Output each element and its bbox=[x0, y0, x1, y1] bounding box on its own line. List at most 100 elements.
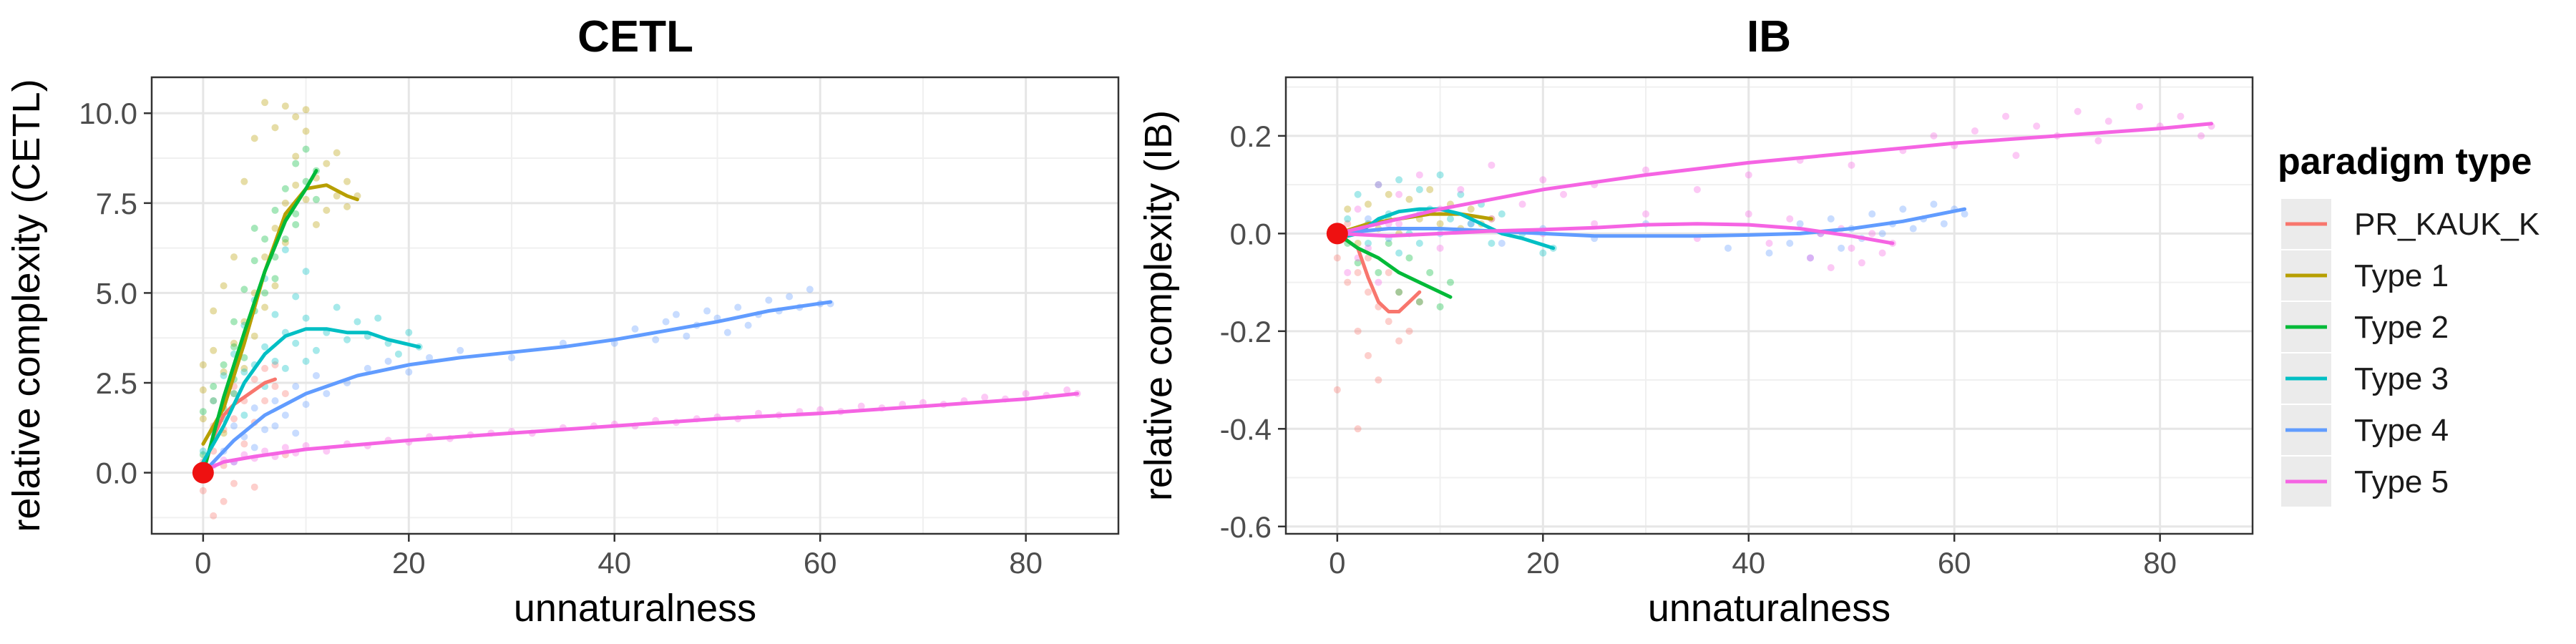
data-point bbox=[302, 401, 310, 409]
legend-entry: Type 3 bbox=[2281, 353, 2449, 404]
data-point bbox=[1344, 278, 1352, 286]
x-tick-label: 0 bbox=[1329, 546, 1345, 580]
data-point bbox=[312, 220, 320, 228]
x-tick-label: 60 bbox=[1938, 546, 1971, 580]
data-point bbox=[1724, 244, 1732, 252]
smooth-line bbox=[201, 327, 421, 464]
legend-label: Type 3 bbox=[2354, 361, 2449, 396]
data-point bbox=[292, 383, 300, 391]
data-point bbox=[1415, 298, 1423, 306]
smooth-line bbox=[201, 391, 1079, 473]
data-point bbox=[220, 497, 228, 505]
data-point bbox=[1436, 220, 1444, 228]
data-point bbox=[261, 99, 269, 107]
data-point bbox=[1436, 171, 1444, 179]
data-point bbox=[1858, 259, 1865, 267]
data-point bbox=[302, 145, 310, 153]
data-point bbox=[230, 479, 238, 487]
legend-label: Type 5 bbox=[2354, 464, 2449, 499]
data-point bbox=[1765, 240, 1773, 247]
data-point bbox=[292, 339, 300, 347]
data-point bbox=[1745, 210, 1752, 218]
data-point bbox=[1364, 240, 1372, 247]
data-point bbox=[302, 195, 310, 203]
data-point bbox=[220, 282, 228, 290]
data-point bbox=[302, 127, 310, 135]
data-point bbox=[1395, 288, 1403, 296]
data-point bbox=[1971, 127, 1979, 135]
data-point bbox=[271, 357, 279, 365]
panel-ib: 0 20 40 60 80 -0.6 -0.4 -0.2 0.0 0.2 IB unnaturalne… bbox=[1137, 12, 2254, 630]
data-point bbox=[744, 321, 752, 329]
data-point bbox=[2135, 102, 2143, 110]
data-point bbox=[1385, 318, 1392, 326]
data-point bbox=[1796, 220, 1804, 228]
data-point bbox=[1868, 210, 1876, 218]
data-point bbox=[199, 487, 207, 494]
data-point bbox=[1457, 190, 1465, 198]
data-point bbox=[302, 314, 310, 322]
data-point bbox=[672, 311, 680, 318]
data-point bbox=[1467, 220, 1475, 228]
plot-data bbox=[192, 99, 1081, 519]
plot-background bbox=[1286, 77, 2253, 534]
data-point bbox=[1930, 132, 1938, 140]
series-points bbox=[1344, 171, 1557, 257]
data-point bbox=[1415, 240, 1423, 247]
data-point bbox=[1344, 215, 1352, 223]
panel-title: CETL bbox=[577, 12, 693, 62]
data-point bbox=[1806, 254, 1814, 262]
data-point bbox=[220, 368, 228, 376]
data-point bbox=[1385, 190, 1392, 198]
data-point bbox=[323, 206, 331, 214]
data-point bbox=[240, 440, 248, 448]
data-point bbox=[312, 371, 320, 379]
data-point bbox=[1344, 220, 1352, 228]
data-point bbox=[1364, 254, 1372, 262]
data-point bbox=[271, 383, 279, 391]
legend-entry: Type 2 bbox=[2281, 302, 2449, 352]
data-point bbox=[765, 296, 773, 304]
smooth-line bbox=[1335, 222, 1895, 245]
legend-entry: Type 4 bbox=[2281, 405, 2449, 455]
data-point bbox=[230, 390, 238, 398]
x-tick-label: 20 bbox=[1526, 546, 1560, 580]
data-point bbox=[2012, 152, 2020, 160]
data-point bbox=[384, 357, 392, 365]
data-point bbox=[2033, 122, 2041, 130]
data-point bbox=[1518, 200, 1526, 208]
data-point bbox=[1405, 254, 1413, 262]
plot-background bbox=[152, 77, 1118, 534]
data-point bbox=[1467, 220, 1475, 228]
y-tick-label: 0.0 bbox=[96, 457, 137, 490]
data-point bbox=[281, 411, 289, 419]
data-point bbox=[199, 408, 207, 416]
data-point bbox=[1415, 171, 1423, 179]
data-point bbox=[1827, 215, 1835, 223]
data-point bbox=[1899, 205, 1907, 213]
data-point bbox=[271, 275, 279, 283]
data-point bbox=[806, 286, 814, 293]
data-point bbox=[302, 268, 310, 275]
legend-entry: Type 1 bbox=[2281, 250, 2449, 301]
data-point bbox=[981, 394, 989, 401]
grid bbox=[1286, 77, 2253, 534]
data-point bbox=[281, 199, 289, 207]
data-point bbox=[457, 346, 464, 354]
data-point bbox=[281, 239, 289, 247]
panel-title: IB bbox=[1747, 12, 1791, 62]
data-point bbox=[1848, 244, 1855, 252]
data-point bbox=[261, 289, 269, 297]
data-point bbox=[1063, 386, 1071, 394]
data-point bbox=[1560, 190, 1568, 198]
data-point bbox=[1488, 161, 1496, 169]
data-point bbox=[364, 364, 371, 372]
smooth-line bbox=[1335, 231, 1453, 299]
data-point bbox=[1415, 185, 1423, 193]
data-point bbox=[281, 390, 289, 398]
data-point bbox=[271, 224, 279, 232]
data-point bbox=[1395, 249, 1403, 257]
y-tick-label: -0.2 bbox=[1220, 315, 1272, 348]
data-point bbox=[323, 160, 331, 167]
